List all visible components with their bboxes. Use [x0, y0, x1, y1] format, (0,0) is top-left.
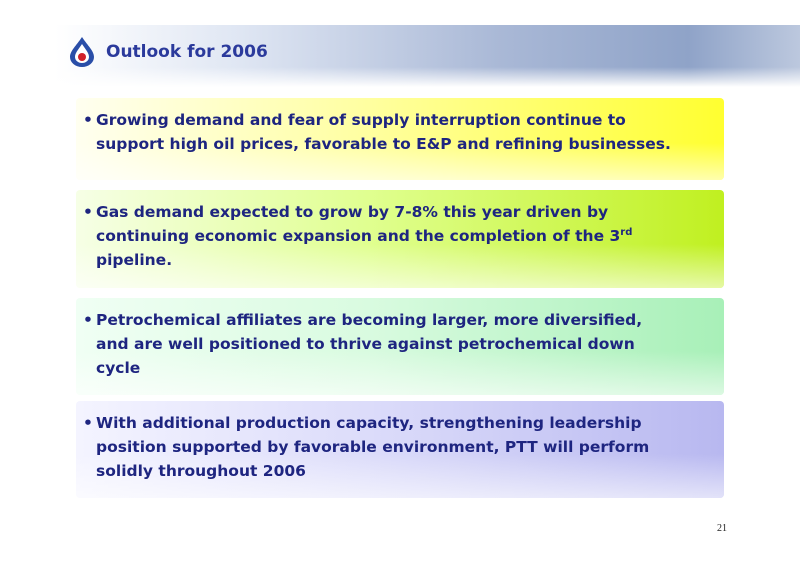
bullet-text: • With additional production capacity, s… — [83, 411, 650, 483]
text-line: support high oil prices, favorable to E&… — [96, 135, 671, 153]
text-line: pipeline. — [96, 251, 173, 269]
text-line: solidly throughout 2006 — [96, 462, 306, 480]
text-line: cycle — [96, 359, 141, 377]
bullet-box: • Petrochemical affiliates are becoming … — [76, 298, 724, 395]
text-line: Growing demand and fear of supply interr… — [96, 111, 626, 129]
text-line: and are well positioned to thrive agains… — [96, 335, 635, 353]
bullet-box: • Growing demand and fear of supply inte… — [76, 98, 724, 180]
text-line: continuing economic expansion and the co… — [96, 224, 632, 248]
slide-title: Outlook for 2006 — [106, 42, 268, 62]
text-line: position supported by favorable environm… — [96, 438, 650, 456]
text-line: Petrochemical affiliates are becoming la… — [96, 311, 643, 329]
bullet-box: • Gas demand expected to grow by 7-8% th… — [76, 190, 724, 288]
bullet-box: • With additional production capacity, s… — [76, 401, 724, 498]
text-line: With additional production capacity, str… — [96, 414, 642, 432]
bullet-text: • Petrochemical affiliates are becoming … — [83, 308, 643, 380]
text-line: Gas demand expected to grow by 7-8% this… — [96, 203, 609, 221]
bullet-text: • Growing demand and fear of supply inte… — [83, 108, 671, 156]
logo — [70, 37, 94, 67]
page-number: 21 — [717, 523, 727, 534]
bullet-text: • Gas demand expected to grow by 7-8% th… — [83, 200, 632, 272]
text-span: continuing economic expansion and the co… — [96, 227, 621, 245]
header-banner — [55, 25, 800, 87]
superscript: rd — [620, 226, 633, 238]
